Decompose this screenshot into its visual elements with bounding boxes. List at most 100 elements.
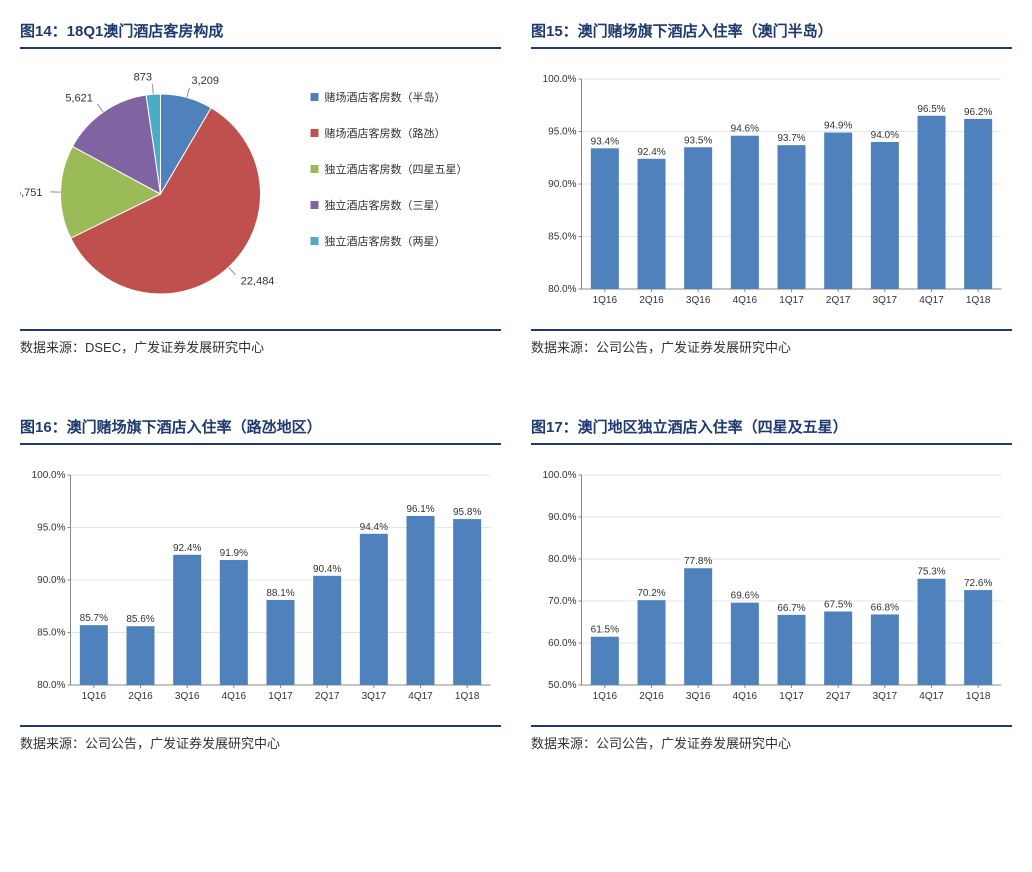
panel-14-chart: 3,209 22,484 5,751 5,621 873 赌场酒店客房数（半岛） 赌场酒店客… (20, 59, 501, 319)
svg-text:4Q16: 4Q16 (733, 295, 758, 306)
svg-text:2Q17: 2Q17 (826, 295, 851, 306)
svg-text:独立酒店客房数（三星）: 独立酒店客房数（三星） (325, 198, 446, 212)
svg-text:4Q16: 4Q16 (733, 691, 758, 702)
svg-text:85.7%: 85.7% (80, 613, 108, 624)
svg-text:90.0%: 90.0% (37, 575, 65, 586)
panel-16-source: 数据来源：公司公告，广发证券发展研究中心 (20, 725, 501, 752)
svg-text:3,209: 3,209 (191, 75, 219, 87)
svg-text:4Q17: 4Q17 (408, 691, 433, 702)
svg-text:3Q17: 3Q17 (873, 691, 898, 702)
panel-14-title: 图14：18Q1澳门酒店客房构成 (20, 20, 501, 49)
svg-text:1Q16: 1Q16 (82, 691, 107, 702)
svg-text:96.1%: 96.1% (406, 504, 434, 515)
bar-chart-16-svg: 80.0% 85.0% 90.0% 95.0% 100.0% 85.7% 1Q16 85.6%… (20, 455, 501, 715)
svg-text:100.0%: 100.0% (543, 470, 577, 481)
svg-text:93.4%: 93.4% (591, 136, 619, 147)
svg-text:2Q17: 2Q17 (315, 691, 340, 702)
panel-16-chart: 80.0% 85.0% 90.0% 95.0% 100.0% 85.7% 1Q16 85.6%… (20, 455, 501, 715)
svg-text:3Q17: 3Q17 (362, 691, 387, 702)
svg-text:3Q16: 3Q16 (175, 691, 200, 702)
svg-text:1Q18: 1Q18 (455, 691, 480, 702)
svg-text:4Q17: 4Q17 (919, 295, 944, 306)
svg-text:94.0%: 94.0% (871, 130, 899, 141)
svg-text:3Q16: 3Q16 (686, 691, 711, 702)
svg-text:4Q17: 4Q17 (919, 691, 944, 702)
svg-text:88.1%: 88.1% (266, 588, 294, 599)
svg-text:独立酒店客房数（两星）: 独立酒店客房数（两星） (325, 234, 446, 248)
svg-text:67.5%: 67.5% (824, 600, 852, 611)
panel-15-chart: 80.0% 85.0% 90.0% 95.0% 100.0% 93.4% 1Q16 92.4%… (531, 59, 1012, 319)
panel-15: 图15：澳门赌场旗下酒店入住率（澳门半岛） 80.0% 85.0% 90.0% 95.… (531, 20, 1012, 356)
svg-text:100.0%: 100.0% (543, 74, 577, 85)
panel-14: 图14：18Q1澳门酒店客房构成 3,209 22,484 5,751 5,621 87… (20, 20, 501, 356)
svg-text:22,484: 22,484 (241, 275, 275, 287)
panel-14-source: 数据来源：DSEC，广发证券发展研究中心 (20, 329, 501, 356)
svg-text:1Q17: 1Q17 (268, 691, 293, 702)
svg-text:61.5%: 61.5% (591, 625, 619, 636)
svg-text:94.4%: 94.4% (360, 522, 388, 533)
svg-text:77.8%: 77.8% (684, 556, 712, 567)
svg-text:66.8%: 66.8% (871, 602, 899, 613)
svg-text:80.0%: 80.0% (37, 680, 65, 691)
svg-text:94.9%: 94.9% (824, 121, 852, 132)
svg-text:92.4%: 92.4% (637, 147, 665, 158)
svg-text:95.0%: 95.0% (37, 523, 65, 534)
svg-text:96.5%: 96.5% (917, 104, 945, 115)
svg-text:2Q16: 2Q16 (128, 691, 153, 702)
svg-text:90.0%: 90.0% (548, 512, 576, 523)
svg-text:1Q18: 1Q18 (966, 691, 991, 702)
svg-text:赌场酒店客房数（半岛）: 赌场酒店客房数（半岛） (325, 90, 446, 104)
svg-text:873: 873 (134, 71, 152, 83)
svg-text:1Q18: 1Q18 (966, 295, 991, 306)
svg-text:96.2%: 96.2% (964, 107, 992, 118)
svg-text:93.5%: 93.5% (684, 135, 712, 146)
svg-text:1Q17: 1Q17 (779, 295, 804, 306)
svg-text:66.7%: 66.7% (777, 603, 805, 614)
svg-text:2Q16: 2Q16 (639, 295, 664, 306)
bar-chart-17-svg: 50.0%60.0%70.0%80.0%90.0%100.0%61.5%1Q16… (531, 455, 1012, 715)
svg-text:69.6%: 69.6% (731, 591, 759, 602)
svg-text:93.7%: 93.7% (777, 133, 805, 144)
svg-text:3Q17: 3Q17 (873, 295, 898, 306)
svg-text:5,621: 5,621 (65, 92, 93, 104)
svg-text:95.8%: 95.8% (453, 507, 481, 518)
svg-text:90.4%: 90.4% (313, 564, 341, 575)
panel-16: 图16：澳门赌场旗下酒店入住率（路氹地区） 80.0% 85.0% 90.0% 95.… (20, 416, 501, 752)
svg-text:85.0%: 85.0% (37, 628, 65, 639)
pie-chart-svg: 3,209 22,484 5,751 5,621 873 赌场酒店客房数（半岛） 赌场酒店客… (20, 59, 501, 319)
svg-text:1Q16: 1Q16 (593, 691, 618, 702)
svg-text:70.0%: 70.0% (548, 596, 576, 607)
svg-text:1Q17: 1Q17 (779, 691, 804, 702)
svg-text:85.6%: 85.6% (126, 614, 154, 625)
svg-text:5,751: 5,751 (20, 187, 43, 199)
svg-text:85.0%: 85.0% (548, 232, 576, 243)
svg-text:80.0%: 80.0% (548, 554, 576, 565)
svg-text:92.4%: 92.4% (173, 543, 201, 554)
svg-text:80.0%: 80.0% (548, 284, 576, 295)
svg-text:4Q16: 4Q16 (222, 691, 247, 702)
svg-text:2Q17: 2Q17 (826, 691, 851, 702)
panel-17-chart: 50.0%60.0%70.0%80.0%90.0%100.0%61.5%1Q16… (531, 455, 1012, 715)
panel-15-title: 图15：澳门赌场旗下酒店入住率（澳门半岛） (531, 20, 1012, 49)
svg-text:95.0%: 95.0% (548, 127, 576, 138)
svg-text:2Q16: 2Q16 (639, 691, 664, 702)
svg-text:90.0%: 90.0% (548, 179, 576, 190)
panel-15-source: 数据来源：公司公告，广发证券发展研究中心 (531, 329, 1012, 356)
svg-text:3Q16: 3Q16 (686, 295, 711, 306)
svg-text:91.9%: 91.9% (220, 548, 248, 559)
svg-text:70.2%: 70.2% (637, 588, 665, 599)
chart-grid: 图14：18Q1澳门酒店客房构成 3,209 22,484 5,751 5,621 87… (20, 20, 1012, 752)
panel-17-title: 图17：澳门地区独立酒店入住率（四星及五星） (531, 416, 1012, 445)
svg-text:独立酒店客房数（四星五星）: 独立酒店客房数（四星五星） (325, 162, 468, 176)
svg-text:100.0%: 100.0% (32, 470, 66, 481)
svg-text:50.0%: 50.0% (548, 680, 576, 691)
svg-text:94.6%: 94.6% (731, 124, 759, 135)
svg-text:72.6%: 72.6% (964, 578, 992, 589)
svg-text:75.3%: 75.3% (917, 567, 945, 578)
panel-17: 图17：澳门地区独立酒店入住率（四星及五星） 50.0%60.0%70.0%80… (531, 416, 1012, 752)
svg-text:1Q16: 1Q16 (593, 295, 618, 306)
panel-16-title: 图16：澳门赌场旗下酒店入住率（路氹地区） (20, 416, 501, 445)
panel-17-source: 数据来源：公司公告，广发证券发展研究中心 (531, 725, 1012, 752)
bar-chart-15-svg: 80.0% 85.0% 90.0% 95.0% 100.0% 93.4% 1Q16 92.4%… (531, 59, 1012, 319)
svg-text:赌场酒店客房数（路氹）: 赌场酒店客房数（路氹） (325, 126, 446, 140)
